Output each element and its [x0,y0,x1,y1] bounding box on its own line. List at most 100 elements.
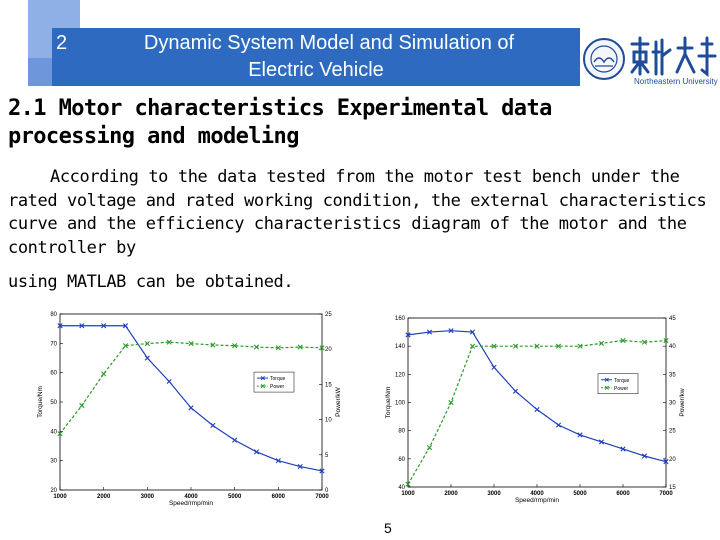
data-point [188,340,194,347]
data-point [555,422,562,428]
y-tick-label: 60 [398,457,405,463]
data-point [663,459,669,465]
data-point [210,342,216,348]
y-tick-label: 60 [50,371,57,377]
data-point [232,437,238,443]
legend-label: Power [270,384,285,390]
plot-frame [59,313,323,491]
body-paragraph: According to the data tested from the mo… [8,166,708,260]
series-torque [57,323,325,474]
section-heading-line-2: processing and modeling [8,124,299,149]
data-point [555,343,562,349]
x-tick-label: 4000 [184,494,198,500]
data-point [275,345,281,351]
data-point [166,378,172,385]
data-point [101,371,107,377]
y-tick-label: 50 [50,400,57,406]
data-point [122,323,129,329]
y2-tick-label: 20 [669,457,676,463]
y2-tick-label: 25 [325,312,332,318]
data-point [469,343,476,349]
y2-tick-label: 40 [669,344,676,350]
series-power [405,337,669,487]
y2-tick-label: 15 [325,382,332,388]
data-point [319,345,325,351]
y-tick-label: 80 [50,312,57,318]
data-point [275,458,281,464]
header-accent-square-dark [28,58,52,86]
data-point [534,406,540,413]
data-point [319,468,325,474]
data-point [405,332,411,338]
legend-label: Torque [270,376,286,382]
data-point [297,344,303,350]
slide-title: 2 Dynamic System Model and Simulation of… [52,30,580,84]
data-point [598,439,605,445]
university-logo: Northeastern University [582,30,718,88]
data-point [491,343,497,349]
data-point [232,343,238,349]
data-point [101,323,107,329]
body-paragraph-tail: using MATLAB can be obtained. [8,272,294,292]
x-tick-label: 5000 [228,494,242,500]
chart-left: 1000 2000 3000 4000 5000 6000 7000203040506070… [37,312,342,507]
x-tick-label: 2000 [97,494,111,500]
legend: Torque Power [253,371,295,393]
y-axis-label: Torque/Nm [37,386,44,418]
y-tick-label: 40 [398,485,405,491]
y2-tick-label: 35 [669,372,676,378]
page-number: 5 [384,520,392,536]
x-tick-label: 1000 [53,494,67,500]
data-point [122,343,129,349]
series-torque [405,328,669,465]
title-line-1: Dynamic System Model and Simulation of [143,32,515,54]
data-point [469,329,476,335]
data-point [620,446,626,452]
data-point [79,323,85,329]
data-point [57,323,63,329]
data-point [297,463,303,470]
plot-frame [407,317,667,488]
data-point [577,343,583,349]
data-point [512,343,519,349]
x-tick-label: 1000 [401,491,415,497]
x-axis-label: Speed/rmp/min [515,497,559,504]
header-bar [52,28,580,86]
y2-axis-label: Power/kw [679,388,686,416]
data-point [448,399,454,406]
section-number: 2 [56,32,68,54]
data-point [144,355,150,361]
y-tick-label: 140 [395,344,406,350]
chart-right: 1000 2000 3000 4000 5000 6000 7000 40 60 80 100 120… [385,316,686,504]
data-point [166,339,172,345]
y-tick-label: 100 [395,401,406,407]
y2-tick-label: 0 [325,488,329,494]
header-white-square [0,28,28,58]
data-point [641,453,648,459]
y2-tick-label: 5 [325,453,329,459]
data-point [620,337,626,344]
title-line-2: Electric Vehicle [248,59,384,81]
y-tick-label: 40 [50,429,57,435]
data-point [405,481,411,487]
logo-caption: Northeastern University [634,77,718,86]
x-tick-label: 5000 [573,491,587,497]
data-point [210,422,216,429]
y-tick-label: 30 [50,459,57,465]
series-power [57,339,325,437]
data-point [253,344,260,350]
y2-axis-label: Power/kW [335,386,342,416]
data-point [144,340,150,347]
section-heading: 2.1 Motor characteristics Experimental d… [8,95,708,151]
data-point [577,432,583,438]
data-point [641,339,648,345]
y2-tick-label: 45 [669,316,676,322]
x-tick-label: 2000 [444,491,458,497]
x-tick-label: 3000 [141,494,155,500]
y2-tick-label: 20 [325,347,332,353]
data-point [598,340,605,346]
x-tick-label: 4000 [530,491,544,497]
x-tick-label: 7000 [659,491,673,497]
legend-label: Power [614,386,629,392]
data-point [79,402,85,409]
